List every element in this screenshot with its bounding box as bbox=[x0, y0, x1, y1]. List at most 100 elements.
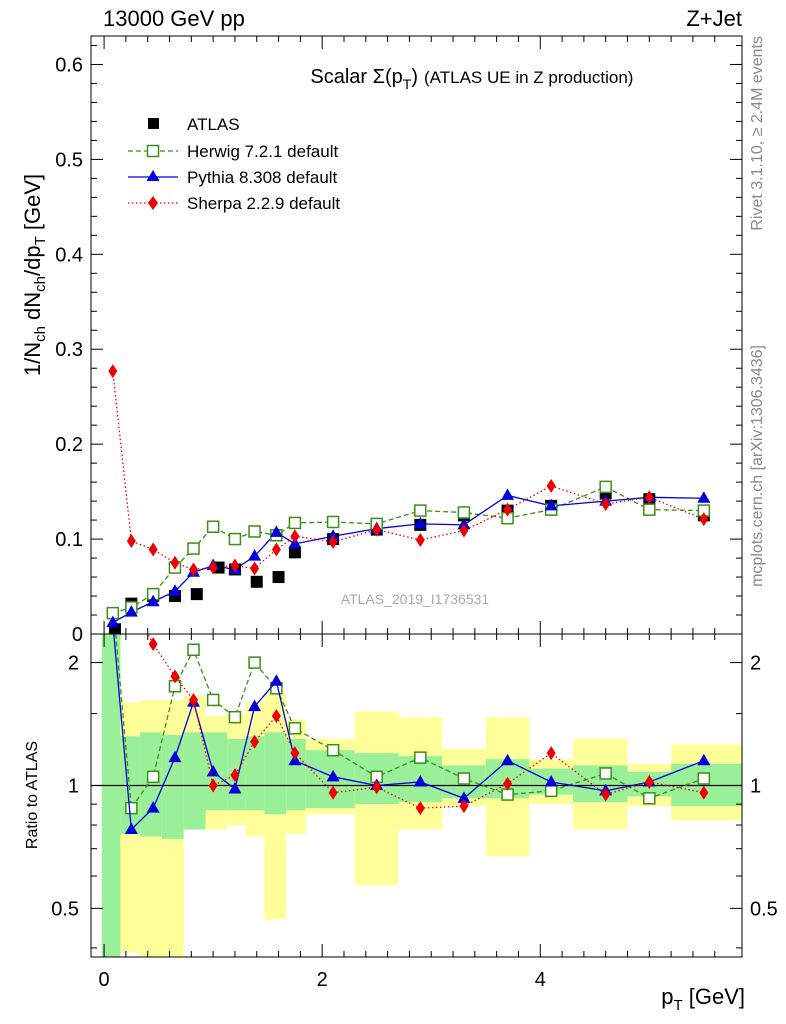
herwig-ratio-point bbox=[326, 743, 340, 757]
sherpa-ratio-point bbox=[415, 801, 425, 816]
herwig-point bbox=[206, 520, 220, 533]
herwig-point bbox=[288, 516, 302, 530]
legend-label-sherpa: Sherpa 2.2.9 default bbox=[187, 194, 340, 213]
main-y-tick-label: 0.1 bbox=[55, 529, 83, 551]
sherpa-point bbox=[208, 560, 218, 575]
ratio-x-axis: 0 2 4 bbox=[99, 634, 716, 991]
legend-label-pythia: Pythia 8.308 default bbox=[187, 168, 338, 187]
pythia-ratio-point bbox=[168, 750, 182, 763]
sherpa-ratio-point bbox=[546, 746, 556, 761]
ratio-band-stat bbox=[286, 738, 306, 811]
pythia-point bbox=[124, 605, 138, 617]
ratio-y-axis: 0.5 0.5 1 1 2 2 bbox=[51, 653, 778, 949]
main-y-tick-label: 0.3 bbox=[55, 339, 83, 361]
herwig-point bbox=[228, 532, 242, 546]
main-y-tick-label: 0 bbox=[72, 624, 83, 646]
pythia-ratio-point bbox=[248, 699, 262, 712]
herwig-ratio-point bbox=[125, 801, 138, 815]
pythia-ratio-point bbox=[501, 753, 515, 766]
main-panel: 0 0.1 0.2 0.3 0.4 0.5 0.6 Scalar Σ(pT) (ATLAS … bbox=[20, 35, 743, 646]
sherpa-ratio-point bbox=[230, 768, 240, 783]
ratio-x-tick-label: 0 bbox=[99, 969, 110, 991]
pythia-point bbox=[168, 584, 182, 596]
ratio-y-tick-label: 2 bbox=[68, 653, 79, 675]
legend-marker-pythia bbox=[146, 170, 160, 181]
pythia-ratio-point bbox=[413, 774, 427, 787]
herwig-ratio-point bbox=[501, 788, 514, 801]
plot-title-rest: (ATLAS UE in Z production) bbox=[424, 68, 633, 87]
sherpa-ratio-point bbox=[644, 774, 654, 789]
plot-title-main: Scalar Σ(p bbox=[310, 66, 402, 88]
herwig-ratio-point bbox=[107, 596, 118, 607]
main-y-tick-label: 0.4 bbox=[55, 244, 83, 266]
pythia-point bbox=[106, 615, 120, 628]
sherpa-ratio-point bbox=[290, 746, 300, 761]
sherpa-ratio-point bbox=[459, 799, 469, 814]
ratio-y-tick-label-right: 1 bbox=[750, 775, 761, 797]
herwig-ratio-point bbox=[414, 751, 427, 764]
sherpa-point bbox=[189, 562, 199, 577]
main-y-axis-label: 1/Nch dNch/dpT [GeV] bbox=[20, 174, 49, 376]
plot-title-sub: T bbox=[403, 76, 412, 92]
atlas-data-point bbox=[272, 571, 285, 584]
ratio-y-tick-label-right: 0.5 bbox=[750, 898, 778, 920]
legend-label-herwig: Herwig 7.2.1 default bbox=[187, 142, 338, 161]
sherpa-point bbox=[372, 522, 382, 537]
sherpa-ratio-point bbox=[148, 637, 158, 652]
sherpa-line bbox=[112, 370, 705, 571]
plot-title: Scalar Σ(pT) bbox=[310, 66, 418, 92]
herwig-point bbox=[248, 525, 261, 538]
main-series-layer bbox=[106, 364, 711, 636]
legend-marker-sherpa bbox=[148, 196, 158, 210]
rivet-label: Rivet 3.1.10, ≥ 2.4M events bbox=[749, 36, 766, 231]
sherpa-point bbox=[108, 364, 118, 379]
pythia-point bbox=[146, 594, 160, 607]
ratio-band-stat bbox=[245, 736, 265, 811]
sherpa-ratio-point bbox=[328, 785, 338, 800]
pythia-ratio-point bbox=[544, 774, 558, 787]
x-axis-label: pT [GeV] bbox=[661, 984, 745, 1014]
herwig-point bbox=[326, 515, 340, 529]
herwig-ratio-point bbox=[697, 772, 711, 785]
sherpa-ratio-point bbox=[271, 708, 281, 723]
pythia-point bbox=[413, 516, 427, 529]
legend: ATLAS Herwig 7.2.1 default Pythia 8.308 … bbox=[128, 115, 340, 213]
ratio-band-stat bbox=[264, 732, 287, 815]
sherpa-point bbox=[546, 478, 556, 493]
sherpa-point bbox=[503, 502, 513, 517]
herwig-ratio-point bbox=[228, 710, 242, 724]
legend-label-atlas: ATLAS bbox=[187, 115, 240, 134]
sherpa-point bbox=[230, 558, 240, 573]
herwig-point bbox=[457, 506, 471, 519]
sherpa-point bbox=[459, 523, 469, 538]
herwig-point bbox=[414, 504, 427, 517]
ratio-y-tick-label-right: 2 bbox=[750, 653, 761, 675]
sherpa-ratio-point bbox=[372, 780, 382, 795]
atlas-data-point bbox=[288, 546, 301, 559]
pythia-ratio-point bbox=[269, 674, 283, 686]
pythia-point bbox=[544, 498, 558, 511]
sherpa-point bbox=[148, 542, 158, 557]
pythia-point bbox=[248, 549, 262, 561]
herwig-ratio-point bbox=[643, 792, 656, 805]
herwig-ratio-point bbox=[599, 767, 612, 780]
sherpa-point bbox=[170, 555, 180, 570]
ratio-band-stat bbox=[161, 734, 184, 839]
ratio-y-tick-label: 0.5 bbox=[51, 898, 79, 920]
sherpa-point bbox=[644, 490, 654, 505]
plot-title-close: ) bbox=[411, 66, 418, 88]
sherpa-ratio-point bbox=[108, 595, 117, 609]
sherpa-point bbox=[250, 561, 260, 576]
ratio-band-stat bbox=[140, 732, 162, 837]
sherpa-ratio-point bbox=[503, 776, 513, 791]
sherpa-point bbox=[415, 533, 425, 548]
pythia-ratio-point bbox=[697, 753, 711, 766]
ratio-series-layer bbox=[107, 595, 711, 835]
herwig-ratio-point bbox=[544, 784, 558, 798]
mcplots-label: mcplots.cern.ch [arXiv:1306.3436] bbox=[749, 345, 766, 587]
sherpa-point bbox=[328, 534, 338, 549]
ratio-band-stat bbox=[101, 634, 121, 957]
legend-marker-herwig bbox=[146, 144, 160, 158]
pythia-ratio-point bbox=[146, 801, 160, 813]
atlas-data-point bbox=[250, 575, 263, 588]
